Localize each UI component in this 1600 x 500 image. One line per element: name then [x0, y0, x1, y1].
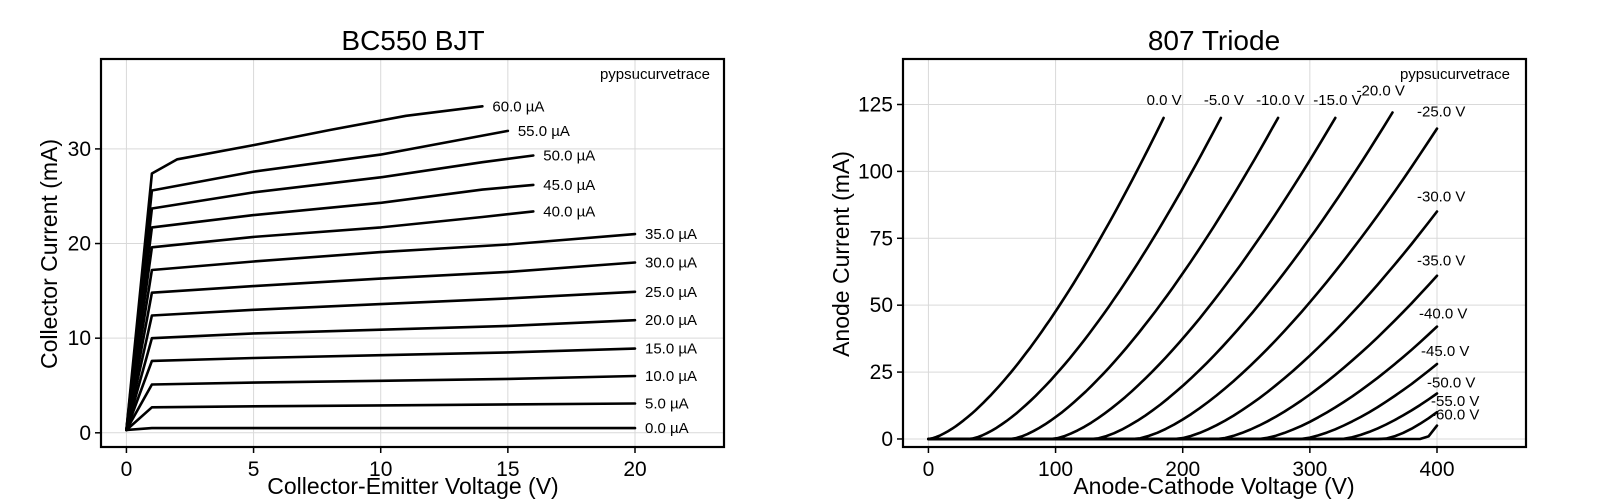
triode-curve-series-1: [927, 116, 1223, 441]
triode-chart: 807 Triode Anode-Cathode Voltage (V) Ano…: [828, 25, 1528, 499]
triode-curve-label: -20.0 V: [1357, 83, 1405, 100]
bjt-curve-series-2: [125, 374, 637, 432]
bjt-y-tick-label: 10: [68, 327, 91, 350]
bjt-y-tick-label: 20: [68, 233, 91, 256]
bjt-curve-series-7: [125, 232, 637, 432]
bjt-curve-label: 55.0 µA: [518, 123, 570, 140]
triode-curve-series-0: [927, 116, 1165, 441]
triode-y-tick-label: 50: [870, 294, 893, 317]
bjt-curve-label: 15.0 µA: [645, 341, 697, 358]
bjt-grid: [101, 59, 724, 447]
triode-grid: [903, 59, 1526, 447]
triode-curve-label: -40.0 V: [1419, 306, 1467, 323]
triode-curve-label: -25.0 V: [1417, 104, 1465, 121]
bjt-curve-labels: 0.0 µA 5.0 µA 10.0 µA 15.0 µA 20.0 µA 25.0 µA…: [492, 98, 697, 437]
bjt-curve-series-11: [125, 129, 510, 432]
triode-curve-label: -10.0 V: [1256, 92, 1304, 109]
bjt-curve-label: 0.0 µA: [645, 420, 689, 437]
bjt-curve-series-4: [125, 318, 637, 432]
triode-x-tick-label: 300: [1292, 458, 1327, 481]
bjt-curve-label: 25.0 µA: [645, 284, 697, 301]
triode-curve-label: -15.0 V: [1313, 92, 1361, 109]
triode-curve-series-12: [927, 424, 1439, 441]
bjt-curve-series-8: [125, 210, 535, 432]
bjt-x-tick-label: 0: [121, 458, 133, 481]
bjt-curve-series-0: [125, 426, 637, 432]
triode-y-tick-label: 100: [858, 160, 893, 183]
triode-curve-label: -30.0 V: [1417, 189, 1465, 206]
triode-x-tick-label: 0: [923, 458, 935, 481]
bjt-watermark: pypsucurvetrace: [600, 66, 710, 83]
bjt-x-tick-label: 20: [623, 458, 646, 481]
bjt-curve-label: 50.0 µA: [543, 148, 595, 165]
triode-x-axis-label: Anode-Cathode Voltage (V): [1073, 473, 1354, 499]
bjt-x-tick-label: 5: [248, 458, 260, 481]
bjt-x-axis-label: Collector-Emitter Voltage (V): [267, 473, 558, 499]
triode-curve-label: -45.0 V: [1421, 343, 1469, 360]
triode-curve-label: -35.0 V: [1417, 253, 1465, 270]
bjt-curve-label: 45.0 µA: [543, 177, 595, 194]
triode-y-tick-label: 75: [870, 227, 893, 250]
triode-curve-series-4: [927, 111, 1394, 441]
triode-curve-label: -60.0 V: [1431, 407, 1479, 424]
bjt-y-tick-label: 0: [79, 422, 91, 445]
bjt-curve-series-5: [125, 290, 637, 432]
bjt-y-axis-label: Collector Current (mA): [36, 139, 62, 369]
triode-x-tick-label: 200: [1165, 458, 1200, 481]
bjt-y-tick-label: 30: [68, 138, 91, 161]
triode-x-tick-label: 400: [1419, 458, 1454, 481]
triode-y-tick-label: 0: [881, 428, 893, 451]
bjt-x-tick-label: 15: [496, 458, 519, 481]
bjt-curve-label: 20.0 µA: [645, 312, 697, 329]
bjt-curve-series-12: [125, 105, 484, 432]
triode-watermark: pypsucurvetrace: [1400, 66, 1510, 83]
bjt-curve-series-10: [125, 154, 535, 432]
bjt-ticks: 0 5 10 15 20 0 10 20 30: [68, 138, 647, 481]
triode-curve-label: -55.0 V: [1431, 393, 1479, 410]
bjt-curve-label: 35.0 µA: [645, 226, 697, 243]
bjt-chart: BC550 BJT Collector-Emitter Voltage (V) …: [36, 25, 726, 499]
triode-chart-title: 807 Triode: [1148, 25, 1280, 56]
bjt-curve-series-9: [125, 183, 535, 432]
bjt-curves: [125, 105, 637, 432]
triode-curves: [927, 111, 1439, 441]
triode-y-tick-label: 125: [858, 93, 893, 116]
bjt-curve-series-3: [125, 347, 637, 432]
bjt-curve-label: 40.0 µA: [543, 203, 595, 220]
bjt-curve-series-6: [125, 261, 637, 432]
triode-plot-frame: [901, 57, 1528, 449]
triode-x-tick-label: 100: [1038, 458, 1073, 481]
triode-curve-label: -5.0 V: [1204, 92, 1244, 109]
bjt-curve-label: 10.0 µA: [645, 368, 697, 385]
bjt-chart-title: BC550 BJT: [341, 25, 484, 56]
triode-curve-series-3: [927, 116, 1337, 441]
triode-curve-label: -50.0 V: [1427, 374, 1475, 391]
triode-ticks: 0 100 200 300 400 0 25 50 75 100 125: [858, 93, 1455, 481]
bjt-curve-label: 60.0 µA: [492, 98, 544, 115]
triode-y-tick-label: 25: [870, 361, 893, 384]
triode-y-axis-label: Anode Current (mA): [828, 151, 854, 357]
bjt-curve-label: 5.0 µA: [645, 395, 689, 412]
bjt-plot-frame: [99, 57, 726, 449]
bjt-x-tick-label: 10: [369, 458, 392, 481]
triode-curve-label: 0.0 V: [1147, 92, 1182, 109]
triode-curve-series-2: [927, 116, 1280, 441]
triode-curve-labels: 0.0 V -5.0 V -10.0 V -15.0 V-20.0 V -25.0 V -…: [1147, 83, 1480, 424]
bjt-curve-series-1: [125, 402, 637, 432]
bjt-curve-label: 30.0 µA: [645, 254, 697, 271]
